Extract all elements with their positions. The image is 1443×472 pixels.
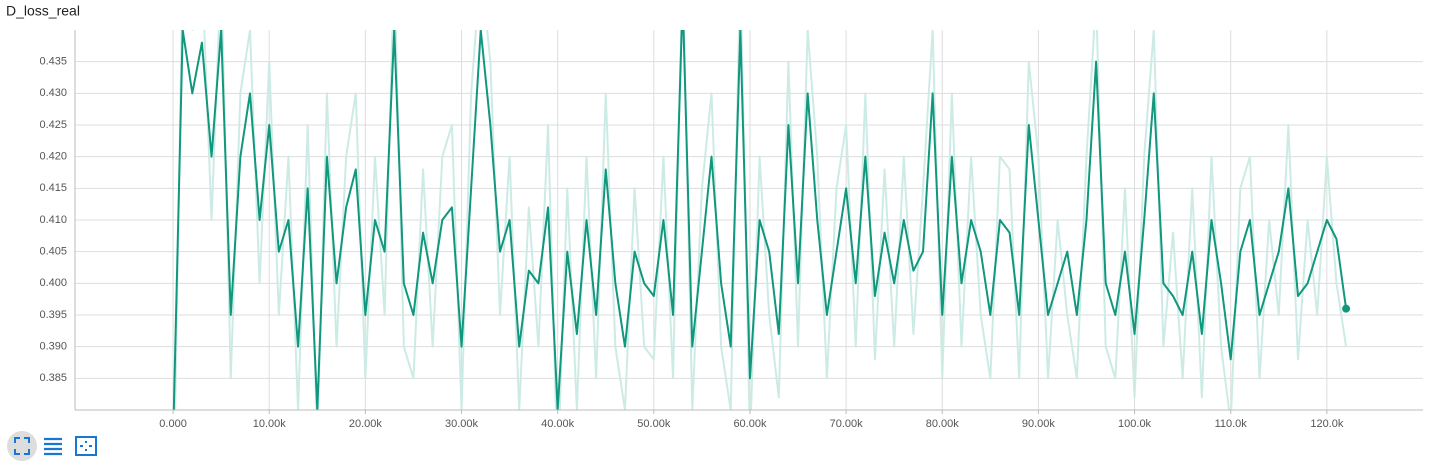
x-tick-label: 120.0k <box>1310 418 1344 430</box>
x-tick-label: 0.000 <box>159 418 187 430</box>
y-tick-label: 0.395 <box>39 309 67 321</box>
y-tick-label: 0.435 <box>39 56 67 68</box>
grid <box>75 30 1423 410</box>
x-tick-label: 20.00k <box>349 418 383 430</box>
y-tick-label: 0.390 <box>39 341 67 353</box>
plot-area <box>172 30 1351 410</box>
x-tick-label: 110.0k <box>1215 418 1248 430</box>
x-tick-label: 40.00k <box>541 418 575 430</box>
y-tick-label: 0.405 <box>39 246 67 258</box>
end-marker <box>1342 304 1351 313</box>
toolbar-button-bg <box>7 431 37 461</box>
series-line <box>172 30 1348 410</box>
x-tick-label: 50.00k <box>637 418 671 430</box>
data-toggle-button[interactable] <box>44 437 62 456</box>
x-tick-label: 90.00k <box>1022 418 1056 430</box>
x-tick-label: 80.00k <box>926 418 960 430</box>
expand-button[interactable] <box>14 437 30 455</box>
y-tick-label: 0.425 <box>39 119 67 131</box>
series-line <box>174 30 1348 410</box>
y-tick-label: 0.420 <box>39 151 67 163</box>
y-tick-label: 0.415 <box>39 182 67 194</box>
chart-title: D_loss_real <box>6 3 80 19</box>
y-tick-label: 0.430 <box>39 87 67 99</box>
toolbar <box>7 431 97 461</box>
x-tick-label: 70.00k <box>830 418 864 430</box>
fit-domain-button[interactable] <box>75 436 97 456</box>
y-tick-label: 0.385 <box>39 372 67 384</box>
x-tick-label: 60.00k <box>733 418 767 430</box>
x-tick-label: 30.00k <box>445 418 479 430</box>
y-tick-label: 0.410 <box>39 214 67 226</box>
x-tick-label: 100.0k <box>1118 418 1152 430</box>
y-tick-label: 0.400 <box>39 277 67 289</box>
x-tick-label: 10.00k <box>253 418 287 430</box>
